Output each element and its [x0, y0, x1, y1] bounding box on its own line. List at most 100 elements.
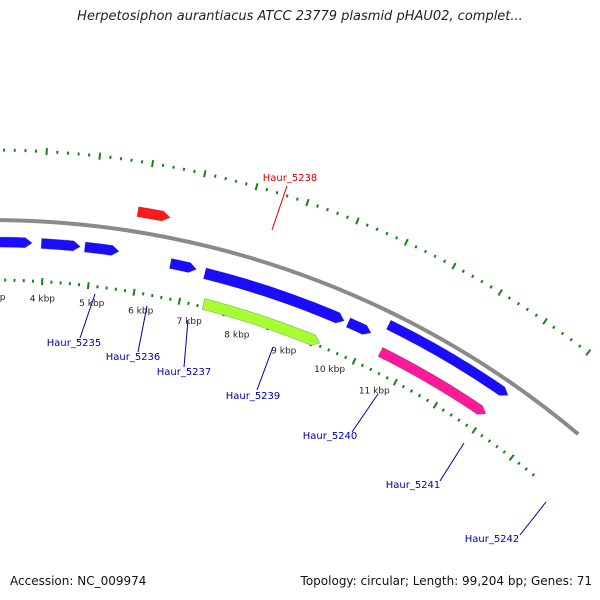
- gene-label-haur_5238[interactable]: Haur_5238: [263, 173, 318, 184]
- inner-tick: [132, 288, 136, 296]
- outer-tick: [552, 325, 556, 330]
- outer-tick: [560, 331, 565, 336]
- outer-tick: [234, 179, 238, 183]
- gene-label-haur_5236[interactable]: Haur_5236: [106, 352, 161, 363]
- outer-tick: [414, 245, 418, 249]
- inner-tick: [487, 439, 492, 443]
- outer-tick: [275, 191, 279, 195]
- inner-tick: [141, 292, 145, 296]
- inner-tick: [471, 426, 478, 434]
- leader-line: [183, 319, 189, 368]
- outer-tick: [480, 279, 484, 284]
- leader-line: [256, 346, 274, 391]
- inner-tick: [457, 418, 461, 422]
- outer-tick: [471, 274, 475, 279]
- gene-arrow-haur_5236: [40, 238, 81, 252]
- outer-tick: [489, 285, 493, 289]
- outer-tick: [295, 197, 299, 201]
- outer-tick: [316, 204, 319, 208]
- leader-line: [519, 501, 547, 536]
- inner-tick: [187, 301, 190, 306]
- inner-tick: [318, 344, 322, 349]
- gene-arrow-unlabeled-7: [201, 298, 321, 346]
- outer-tick: [285, 194, 289, 198]
- inner-tick: [449, 413, 453, 417]
- backbone-track: [0, 218, 580, 436]
- gene-label-haur_5235[interactable]: Haur_5235: [47, 338, 102, 349]
- gene-label-haur_5242[interactable]: Haur_5242: [465, 534, 520, 545]
- outer-tick: [542, 317, 548, 325]
- outer-tick: [569, 337, 573, 342]
- inner-tick: [385, 376, 389, 380]
- inner-tick: [480, 433, 484, 438]
- leader-line: [137, 305, 148, 353]
- inner-tick: [123, 289, 127, 293]
- leader-line: [351, 393, 379, 433]
- inner-tick: [360, 363, 364, 368]
- inner-tick: [351, 357, 357, 365]
- outer-tick: [497, 288, 503, 297]
- leader-line: [439, 442, 465, 482]
- outer-tick: [151, 159, 155, 168]
- outer-tick: [161, 163, 165, 167]
- outer-tick: [507, 296, 511, 300]
- leader-line: [271, 185, 288, 231]
- kbp-label: 3 kbp: [0, 293, 6, 303]
- gene-arrow-unlabeled-9: [385, 319, 509, 396]
- outer-tick: [516, 301, 521, 306]
- outer-tick: [203, 170, 207, 178]
- outer-tick: [433, 254, 437, 259]
- leader-line: [79, 293, 96, 339]
- inner-tick: [495, 444, 499, 449]
- gene-arrow-haur_5238: [136, 206, 171, 222]
- inner-tick: [517, 461, 521, 466]
- outer-tick: [336, 211, 340, 216]
- outer-tick: [385, 231, 389, 236]
- gene-arrow-haur_5237: [83, 241, 120, 256]
- backbone-line: [0, 218, 580, 436]
- inner-tick: [425, 398, 430, 403]
- outer-tick: [534, 313, 538, 318]
- inner-tick: [531, 473, 536, 477]
- outer-tick: [140, 160, 144, 164]
- outer-tick: [213, 174, 217, 178]
- outer-tick: [326, 207, 329, 212]
- kbp-label: 7 kbp: [177, 317, 203, 327]
- kbp-label: 10 kbp: [314, 365, 345, 375]
- outer-tick: [375, 227, 379, 232]
- gene-arrow-haur_5240: [203, 267, 345, 324]
- outer-tick: [442, 259, 447, 263]
- gene-label-haur_5237[interactable]: Haur_5237: [157, 367, 212, 378]
- outer-tick: [403, 238, 409, 246]
- inner-tick: [377, 371, 381, 376]
- outer-tick: [254, 183, 259, 191]
- kbp-label: 9 kbp: [271, 346, 297, 356]
- outer-tick: [193, 169, 196, 174]
- gene-label-haur_5240[interactable]: Haur_5240: [303, 431, 358, 442]
- inner-tick: [327, 348, 331, 352]
- accession-label: Accession: NC_009974: [10, 574, 147, 588]
- inner-tick: [196, 303, 199, 308]
- kbp-label: 11 kbp: [359, 387, 390, 397]
- outer-tick-ring: [3, 148, 592, 356]
- outer-tick: [423, 249, 428, 254]
- inner-tick: [344, 355, 348, 360]
- outer-tick: [395, 236, 399, 240]
- outer-tick: [98, 152, 102, 160]
- gene-arrow-haur_5242: [377, 346, 487, 415]
- outer-tick: [461, 269, 465, 273]
- outer-tick: [578, 344, 582, 348]
- outer-tick: [585, 349, 592, 356]
- gene-label-haur_5241[interactable]: Haur_5241: [386, 480, 441, 491]
- outer-tick: [224, 176, 227, 181]
- inner-tick: [177, 297, 182, 305]
- gene-callouts: Haur_5235 Haur_5236 Haur_5237 Haur_5238 Haur…: [47, 173, 547, 545]
- outer-tick: [345, 215, 349, 219]
- gene-arrow-haur_5241: [345, 317, 372, 335]
- kbp-label: 4 kbp: [30, 295, 56, 305]
- gene-label-haur_5239[interactable]: Haur_5239: [226, 391, 281, 402]
- inner-tick: [160, 295, 163, 300]
- outer-tick: [244, 182, 248, 186]
- kbp-label: 6 kbp: [128, 307, 154, 317]
